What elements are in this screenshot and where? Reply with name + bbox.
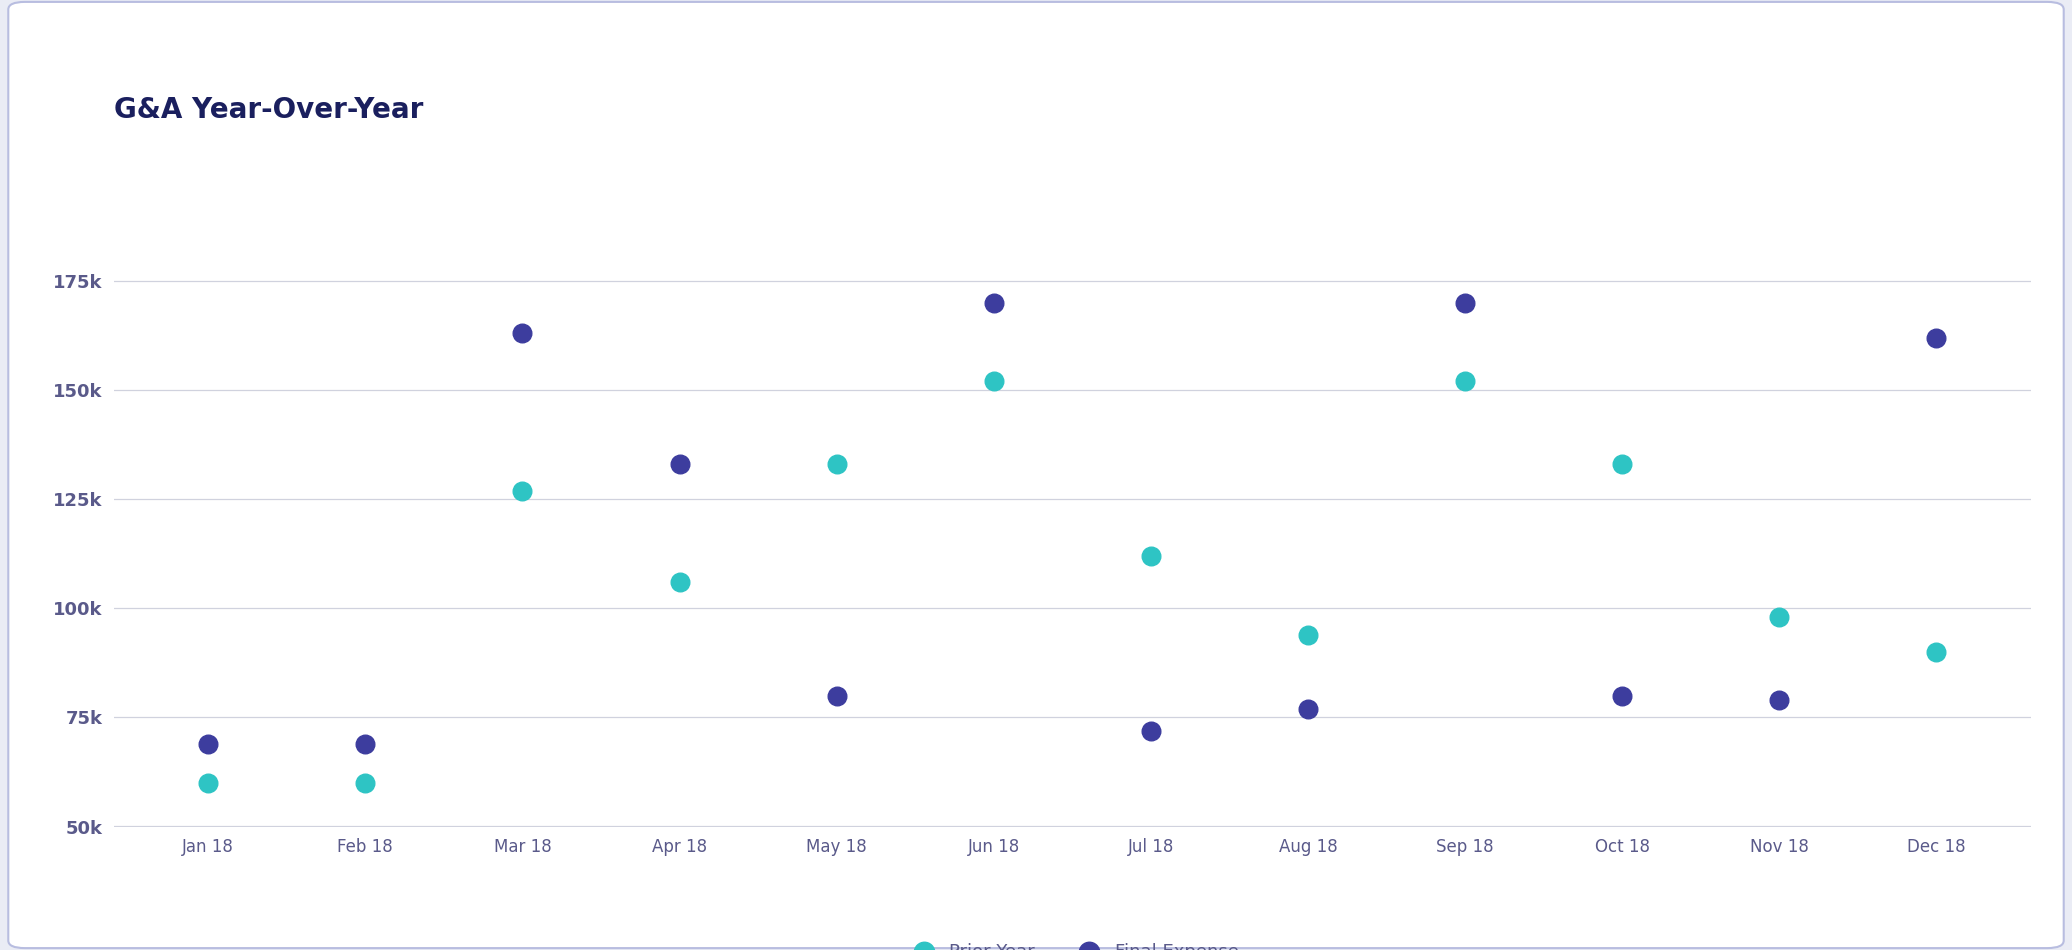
- Prior Year: [506, 483, 539, 498]
- Prior Year: [1448, 374, 1481, 390]
- Final Expense: [1763, 693, 1796, 708]
- Final Expense: [191, 736, 224, 751]
- Prior Year: [1291, 627, 1324, 642]
- Prior Year: [978, 374, 1011, 390]
- Prior Year: [191, 775, 224, 790]
- Prior Year: [1133, 548, 1167, 563]
- Prior Year: [1606, 457, 1639, 472]
- Final Expense: [1921, 331, 1954, 346]
- Final Expense: [821, 688, 854, 703]
- Prior Year: [348, 775, 381, 790]
- Final Expense: [506, 326, 539, 341]
- Final Expense: [978, 295, 1011, 311]
- Prior Year: [663, 575, 696, 590]
- Text: G&A Year-Over-Year: G&A Year-Over-Year: [114, 96, 423, 124]
- Prior Year: [1763, 610, 1796, 625]
- Prior Year: [1921, 644, 1954, 659]
- Final Expense: [1133, 723, 1167, 738]
- Final Expense: [1291, 701, 1324, 716]
- Final Expense: [1448, 295, 1481, 311]
- Final Expense: [663, 457, 696, 472]
- Legend: Prior Year, Final Expense: Prior Year, Final Expense: [899, 936, 1245, 950]
- Final Expense: [1606, 688, 1639, 703]
- Final Expense: [348, 736, 381, 751]
- Prior Year: [821, 457, 854, 472]
